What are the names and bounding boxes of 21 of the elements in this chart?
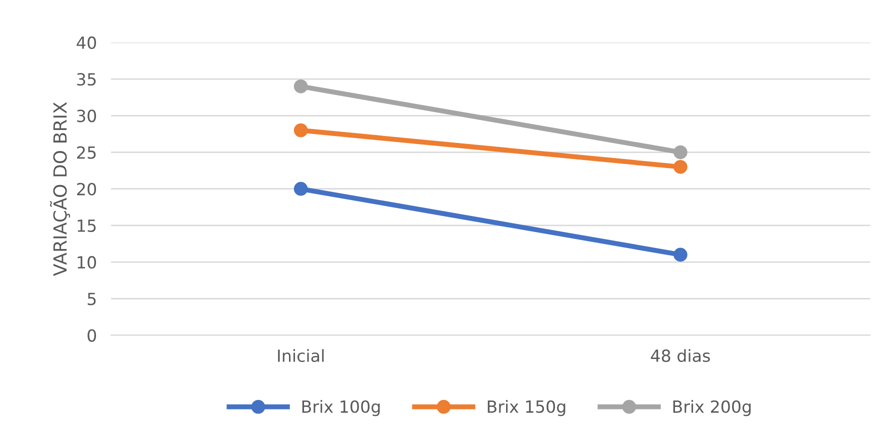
legend-label: Brix 150g xyxy=(488,400,566,416)
y-tick-label: 0 xyxy=(88,329,96,342)
legend-label: Brix 200g xyxy=(673,400,751,416)
point xyxy=(673,248,688,262)
point xyxy=(673,145,688,160)
y-tick-label: 15 xyxy=(78,220,96,232)
y-tick-label: 5 xyxy=(88,292,96,306)
y-tick-label: 10 xyxy=(78,256,96,269)
y-tick-label: 30 xyxy=(77,110,96,122)
y-axis-title: VARIAÇÃO DO BRIX xyxy=(50,102,70,276)
point xyxy=(294,123,308,138)
x-tick-label: Inicial xyxy=(278,349,324,362)
y-tick-label: 25 xyxy=(77,146,96,159)
x-tick-label: 48 dias xyxy=(650,349,710,362)
point xyxy=(294,79,308,94)
legend-label: Brix 100g xyxy=(302,400,380,416)
y-tick-label: 40 xyxy=(76,36,96,50)
y-tick-label: 20 xyxy=(77,182,96,196)
y-tick-label: 35 xyxy=(77,73,96,86)
point xyxy=(673,160,688,174)
point xyxy=(294,182,308,196)
